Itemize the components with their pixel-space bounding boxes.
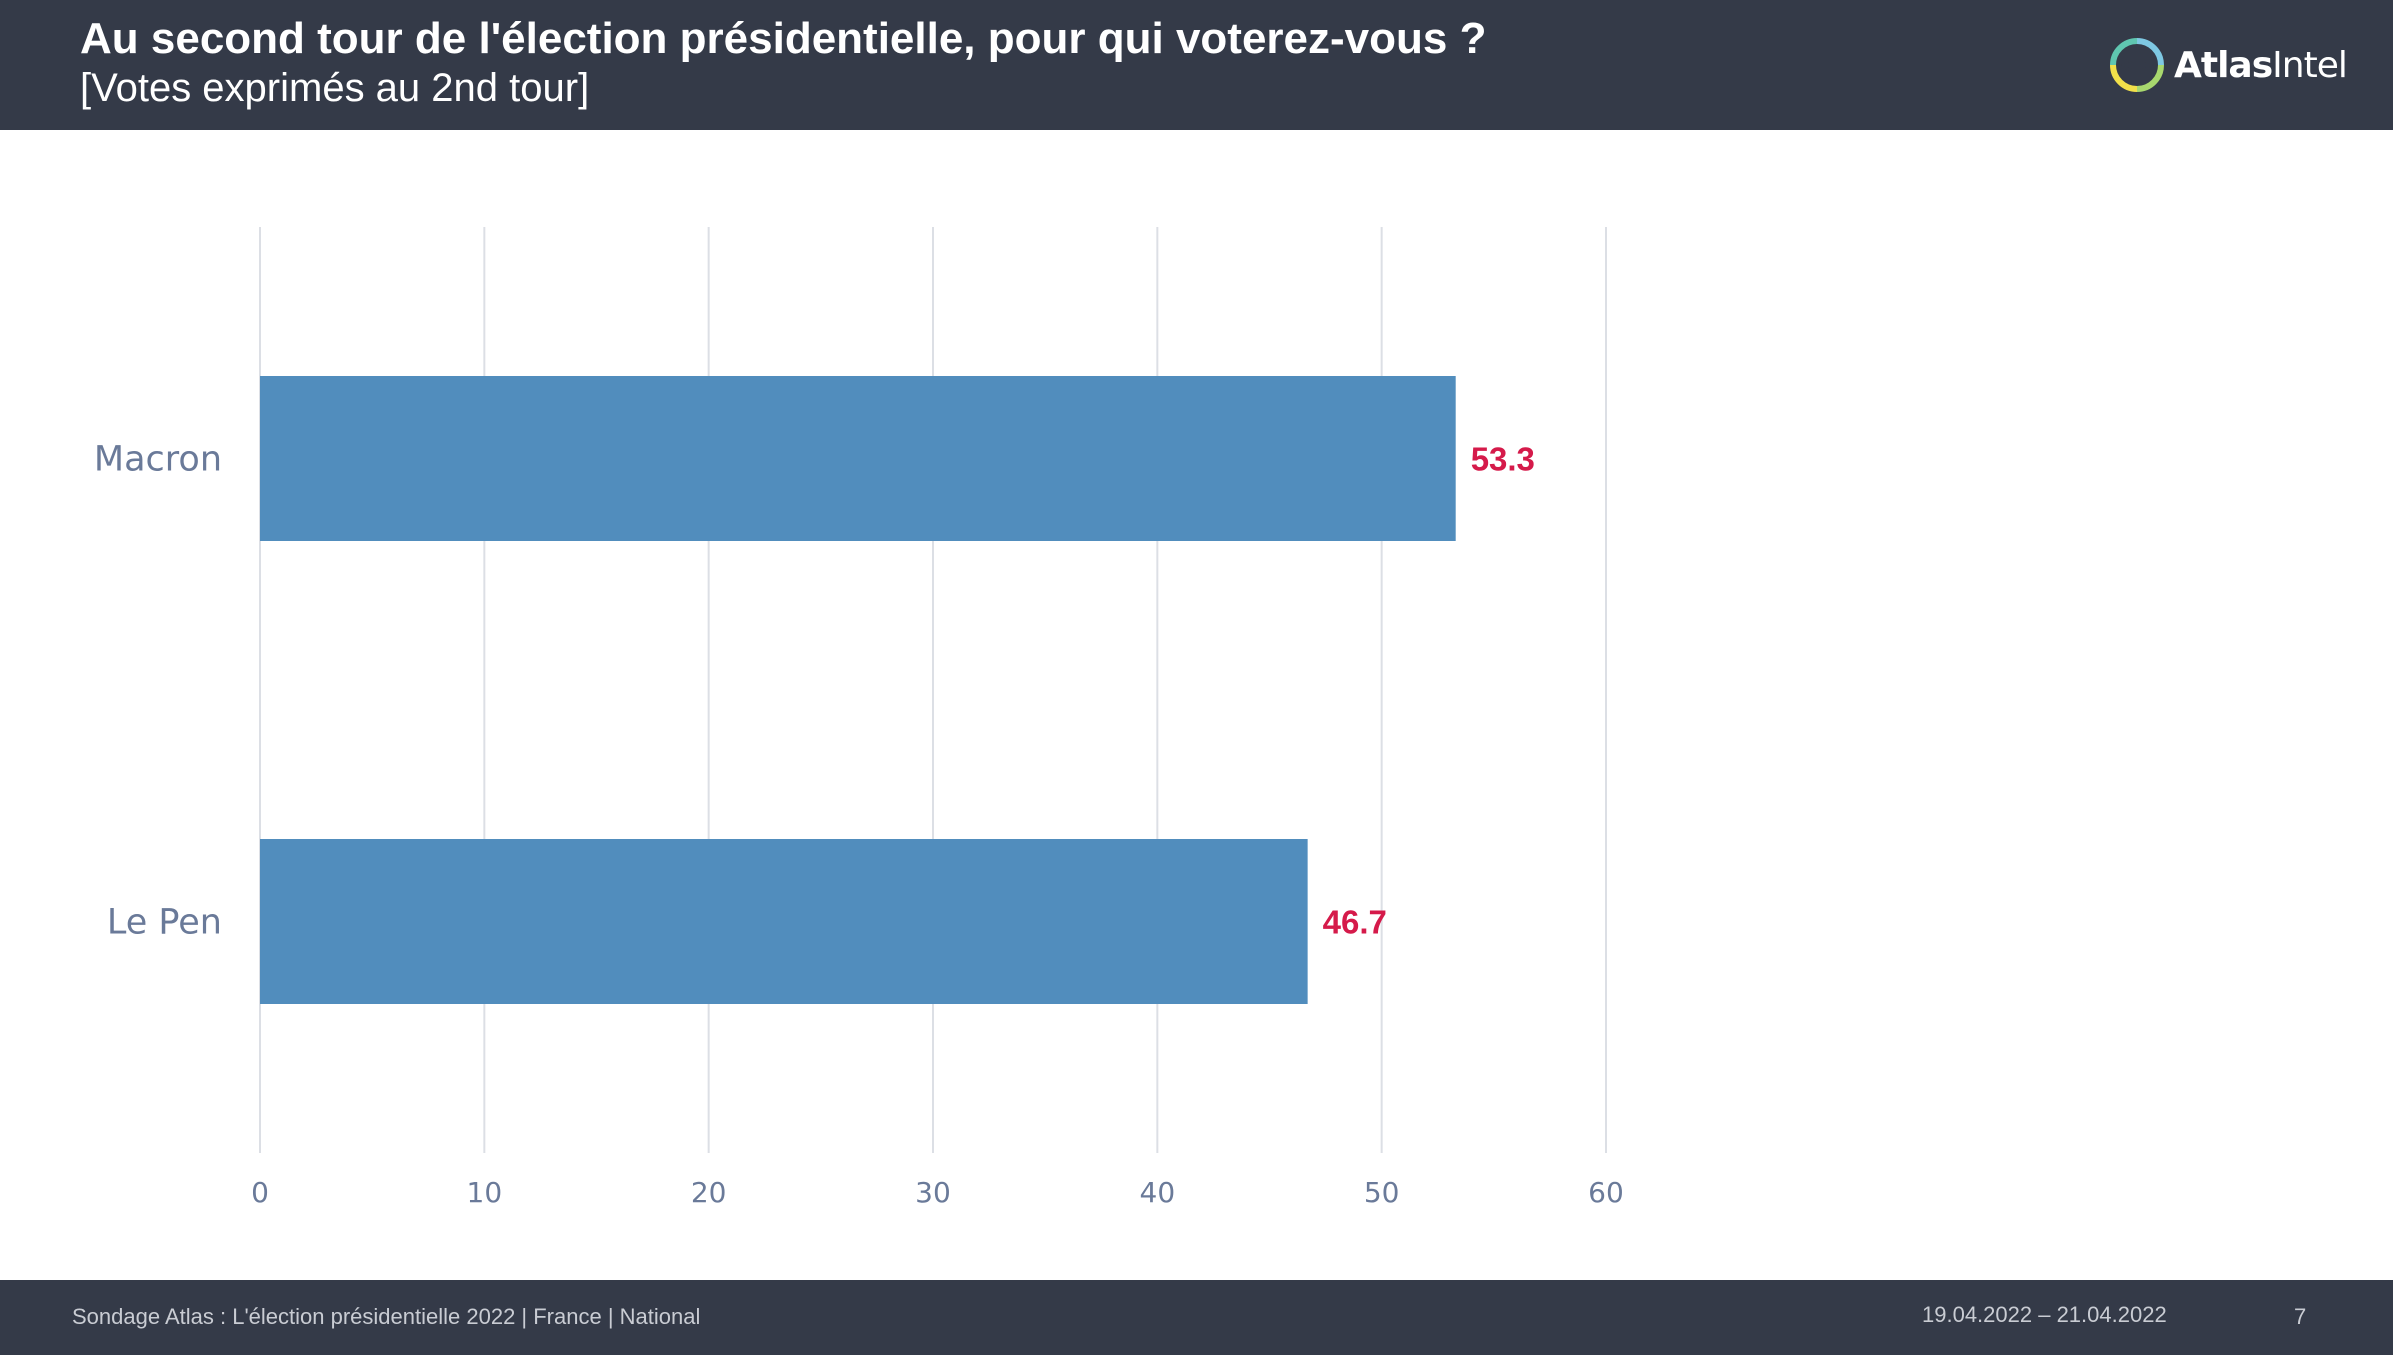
x-tick-label: 20 xyxy=(691,1176,727,1209)
x-tick-label: 10 xyxy=(467,1176,503,1209)
x-tick-label: 60 xyxy=(1588,1176,1624,1209)
bar-chart: 0 10 20 30 40 50 60 Macron 53.3 Le Pen 46.7 xyxy=(94,227,1624,1209)
atlasintel-logo-icon xyxy=(2110,38,2164,92)
footer-source: Sondage Atlas : L'élection présidentiell… xyxy=(72,1304,701,1329)
footer-date-range: 19.04.2022 – 21.04.2022 xyxy=(1922,1302,2167,1327)
data-label: 53.3 xyxy=(1471,441,1535,478)
x-tick-label: 30 xyxy=(915,1176,951,1209)
page-title: Au second tour de l'élection présidentie… xyxy=(80,14,1487,63)
bar-le-pen xyxy=(260,839,1308,1004)
x-tick-label: 50 xyxy=(1364,1176,1400,1209)
category-label: Le Pen xyxy=(107,903,222,943)
x-tick-label: 0 xyxy=(251,1176,269,1209)
data-label: 46.7 xyxy=(1323,904,1387,941)
footer: Sondage Atlas : L'élection présidentiell… xyxy=(0,1280,2393,1355)
bar-macron xyxy=(260,376,1456,541)
header: Au second tour de l'élection présidentie… xyxy=(0,0,2393,130)
brand-name-bold: Atlas xyxy=(2174,44,2273,86)
page-number: 7 xyxy=(2294,1304,2307,1329)
page-subtitle: [Votes exprimés au 2nd tour] xyxy=(80,66,590,110)
category-label: Macron xyxy=(94,440,222,480)
brand-name: AtlasIntel xyxy=(2174,44,2348,86)
brand-logo: AtlasIntel xyxy=(2110,36,2348,94)
x-tick-label: 40 xyxy=(1140,1176,1176,1209)
brand-name-regular: Intel xyxy=(2272,44,2348,86)
